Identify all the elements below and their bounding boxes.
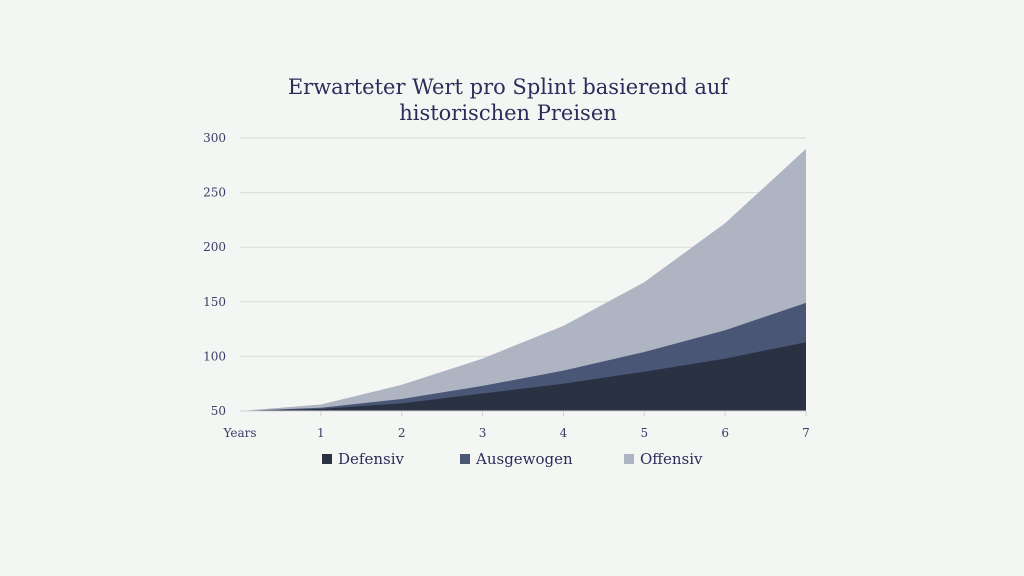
x-tick-label: 5 [640, 426, 648, 440]
legend-label-ausgewogen: Ausgewogen [475, 450, 573, 468]
y-tick-label: 300 [203, 131, 226, 145]
series-areas [240, 148, 806, 412]
legend-label-offensiv: Offensiv [640, 450, 703, 468]
x-tick-label: 1 [317, 426, 325, 440]
legend: Defensiv Ausgewogen Offensiv [322, 450, 703, 468]
chart-title: Erwarteter Wert pro Splint basierend auf… [0, 74, 1016, 126]
y-tick-label: 150 [203, 295, 226, 309]
x-tick-label: 4 [560, 426, 568, 440]
x-tick-label: 7 [802, 426, 810, 440]
legend-swatch-ausgewogen [460, 454, 470, 464]
area-offensiv [240, 148, 806, 412]
x-axis-label: Years [222, 426, 256, 440]
x-tick-label: 3 [479, 426, 487, 440]
y-tick-label: 100 [203, 349, 226, 363]
legend-swatch-offensiv [624, 454, 634, 464]
y-tick-label: 250 [203, 186, 226, 200]
legend-label-defensiv: Defensiv [338, 450, 404, 468]
x-tick-label: 6 [721, 426, 729, 440]
chart-title-line-2: historischen Preisen [399, 101, 617, 125]
y-tick-label: 200 [203, 240, 226, 254]
chart-title-line-1: Erwarteter Wert pro Splint basierend auf [287, 75, 729, 99]
x-tick-label: 2 [398, 426, 406, 440]
legend-swatch-defensiv [322, 454, 332, 464]
area-defensiv [240, 342, 806, 411]
y-tick-label: 50 [211, 404, 226, 418]
x-axis-ticks: Years 1 2 3 4 5 6 7 [222, 411, 810, 440]
y-axis-ticks: 50 100 150 200 250 300 [203, 131, 226, 418]
